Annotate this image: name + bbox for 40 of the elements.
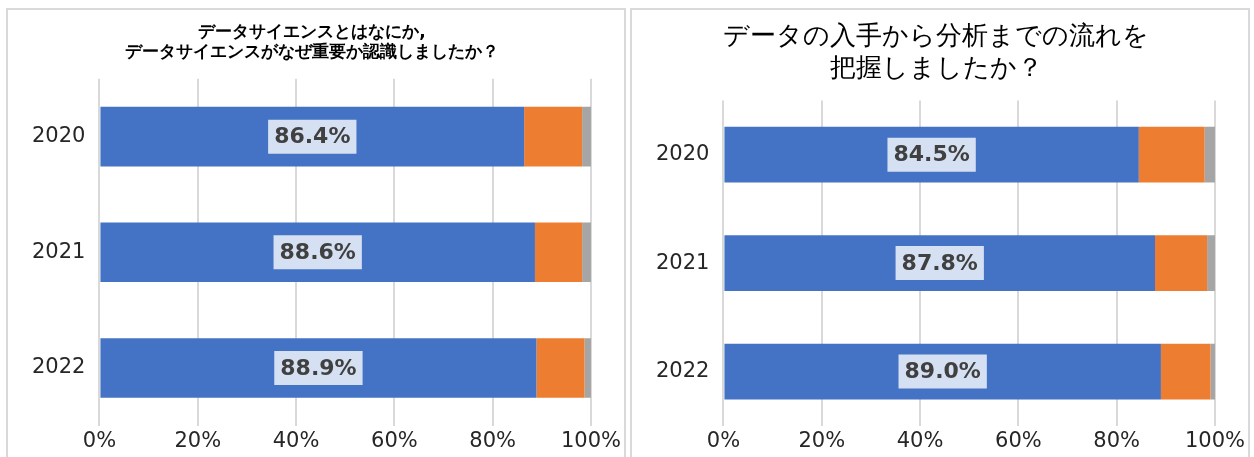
x-tick-label: 100% (1184, 427, 1246, 452)
x-tick-label: 80% (469, 427, 517, 452)
bar (1160, 343, 1211, 400)
data-label: 89.0% (904, 358, 981, 384)
data-label: 88.6% (279, 239, 356, 265)
y-tick-label: 2020 (655, 141, 710, 166)
x-tick-label: 60% (995, 427, 1042, 452)
x-tick-label: 20% (174, 427, 222, 452)
bar (582, 222, 591, 283)
data-label: 86.4% (274, 123, 351, 149)
bar (524, 106, 583, 167)
x-tick-label: 40% (896, 427, 944, 452)
bar (534, 222, 583, 283)
bar (100, 106, 525, 167)
data-label: 87.8% (901, 249, 978, 275)
bar (724, 235, 1156, 292)
chart-title: データサイエンスとはなにか, データサイエンスがなぜ重要か認識しましたか？ (125, 20, 499, 62)
bar (1138, 126, 1205, 183)
y-tick-label: 2022 (655, 358, 710, 383)
x-tick-label: 0% (82, 427, 117, 452)
y-tick-label: 2021 (655, 249, 710, 274)
bar (582, 106, 591, 167)
y-tick-label: 2020 (31, 123, 86, 148)
data-label: 84.5% (893, 141, 970, 167)
x-tick-label: 60% (371, 427, 418, 452)
x-tick-label: 40% (272, 427, 320, 452)
bar (536, 338, 585, 398)
chart-title: データの入手から分析までの流れを把握しましたか？ (723, 20, 1149, 82)
bar (100, 222, 535, 283)
y-tick-label: 2022 (31, 354, 86, 379)
x-tick-label: 0% (706, 427, 741, 452)
x-tick-label: 80% (1093, 427, 1141, 452)
bar (1155, 235, 1208, 292)
bar (724, 126, 1139, 183)
y-tick-label: 2021 (31, 238, 86, 263)
x-tick-label: 20% (798, 427, 846, 452)
data-label: 88.9% (280, 354, 357, 380)
x-tick-label: 100% (560, 427, 622, 452)
bar (100, 338, 537, 398)
bar (724, 343, 1161, 400)
